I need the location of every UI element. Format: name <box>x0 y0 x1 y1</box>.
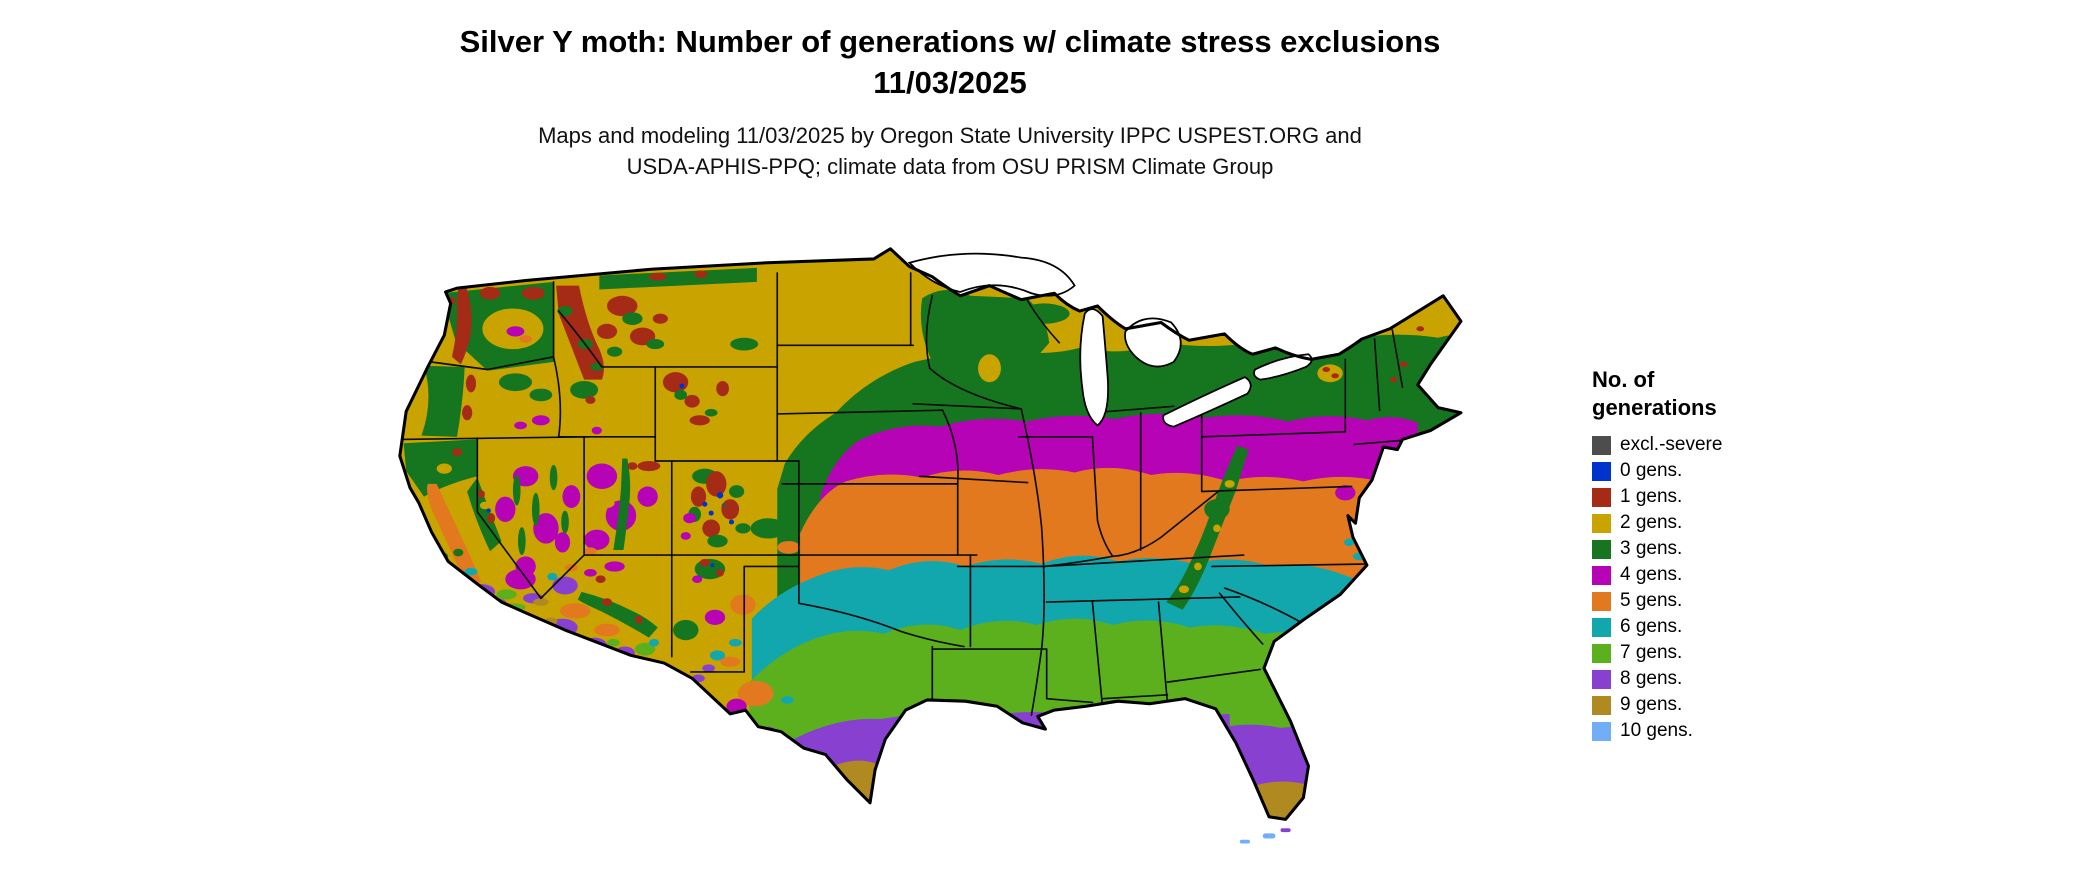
legend-item: 4 gens. <box>1592 562 1812 588</box>
legend-item: 3 gens. <box>1592 536 1812 562</box>
legend-swatch <box>1592 617 1611 637</box>
state-borders <box>400 272 1414 716</box>
title-line-2: 11/03/2025 <box>873 64 1027 100</box>
legend-swatch <box>1592 513 1611 533</box>
legend-item: 9 gens. <box>1592 692 1812 718</box>
legend-item: 0 gens. <box>1592 458 1812 484</box>
us-map-svg <box>398 247 1463 844</box>
lake-erie <box>1162 376 1252 428</box>
lake-huron <box>1124 317 1182 368</box>
legend-item-label: 0 gens. <box>1620 460 1683 482</box>
legend-item: 10 gens. <box>1592 718 1812 744</box>
legend-item: excl.-severe <box>1592 432 1812 458</box>
legend-swatch <box>1592 591 1611 611</box>
subtitle-line-2: USDA-APHIS-PPQ; climate data from OSU PR… <box>626 154 1274 180</box>
legend-rows: excl.-severe 0 gens. 1 gens. 2 gens. 3 gens.… <box>1592 432 1812 744</box>
legend-item-label: 6 gens. <box>1620 616 1683 638</box>
legend-swatch <box>1592 669 1611 689</box>
legend-item-label: 9 gens. <box>1620 694 1683 716</box>
legend-title-line-2: generations <box>1592 395 1717 421</box>
legend-item-label: 7 gens. <box>1620 642 1683 664</box>
legend-swatch <box>1592 435 1611 455</box>
legend-item-label: 8 gens. <box>1620 668 1683 690</box>
legend-item-label: 5 gens. <box>1620 590 1683 612</box>
legend-item-label: 4 gens. <box>1620 564 1683 586</box>
lake-michigan <box>1079 308 1109 427</box>
legend-item-label: 3 gens. <box>1620 538 1683 560</box>
us-outline <box>398 247 1463 821</box>
legend-item: 1 gens. <box>1592 484 1812 510</box>
legend-swatch <box>1592 461 1611 481</box>
legend-swatch <box>1592 643 1611 663</box>
legend-item: 2 gens. <box>1592 510 1812 536</box>
legend-item: 8 gens. <box>1592 666 1812 692</box>
lake-superior <box>907 252 1076 297</box>
title-line-1: Silver Y moth: Number of generations w/ … <box>459 24 1441 59</box>
header: Silver Y moth: Number of generations w/ … <box>0 22 1900 182</box>
legend-title-line-1: No. of <box>1592 367 1655 392</box>
legend-item: 6 gens. <box>1592 614 1812 640</box>
subtitle: Maps and modeling 11/03/2025 by Oregon S… <box>0 120 1900 182</box>
legend-item-label: excl.-severe <box>1620 434 1723 456</box>
page-title: Silver Y moth: Number of generations w/ … <box>0 22 1900 104</box>
map-fill-layers <box>399 248 1461 820</box>
legend-item-label: 1 gens. <box>1620 486 1683 508</box>
us-generations-map <box>335 222 1555 883</box>
legend-title: No. of generations <box>1592 366 1812 422</box>
legend-item-label: 2 gens. <box>1620 512 1683 534</box>
legend-item: 7 gens. <box>1592 640 1812 666</box>
lake-ontario <box>1253 353 1313 381</box>
legend: No. of generations excl.-severe 0 gens. 1 … <box>1592 366 1812 744</box>
legend-item: 5 gens. <box>1592 588 1812 614</box>
legend-swatch <box>1592 487 1611 507</box>
legend-swatch <box>1592 565 1611 585</box>
legend-swatch <box>1592 721 1611 741</box>
legend-swatch <box>1592 695 1611 715</box>
florida-keys <box>1239 828 1291 844</box>
subtitle-line-1: Maps and modeling 11/03/2025 by Oregon S… <box>538 122 1362 148</box>
legend-swatch <box>1592 539 1611 559</box>
legend-item-label: 10 gens. <box>1620 720 1693 742</box>
great-lakes <box>907 252 1313 428</box>
